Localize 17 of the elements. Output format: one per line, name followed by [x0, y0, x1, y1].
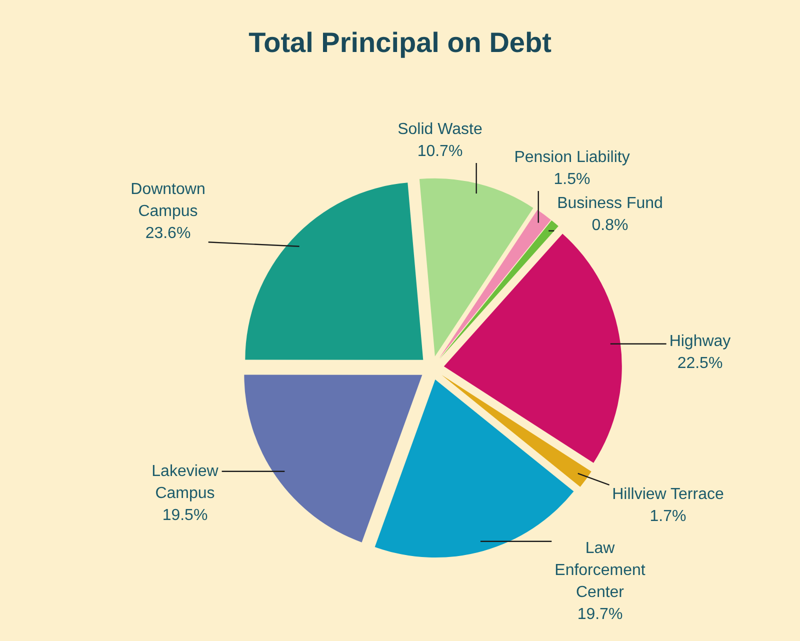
- data-label: 19.5%: [162, 507, 208, 524]
- slice-label: Law Enforcement Center: [554, 540, 646, 601]
- slice-label: Highway: [669, 333, 731, 350]
- data-label: 19.7%: [577, 606, 623, 623]
- data-label: 0.8%: [592, 217, 628, 234]
- data-label: 10.7%: [417, 143, 463, 160]
- data-label: 1.7%: [650, 508, 686, 525]
- slice-label: Pension Liability: [514, 149, 630, 166]
- data-label: 1.5%: [554, 171, 590, 188]
- chart-title: Total Principal on Debt: [248, 27, 552, 58]
- slice-label: Solid Waste: [398, 121, 482, 138]
- slice-label: Hillview Terrace: [612, 486, 724, 503]
- data-label: 22.5%: [677, 355, 723, 372]
- data-label: 23.6%: [145, 225, 191, 242]
- slice-label: Downtown Campus: [130, 181, 206, 220]
- slice-label: Lakeview Campus: [152, 463, 219, 502]
- slice-label: Business Fund: [557, 195, 663, 212]
